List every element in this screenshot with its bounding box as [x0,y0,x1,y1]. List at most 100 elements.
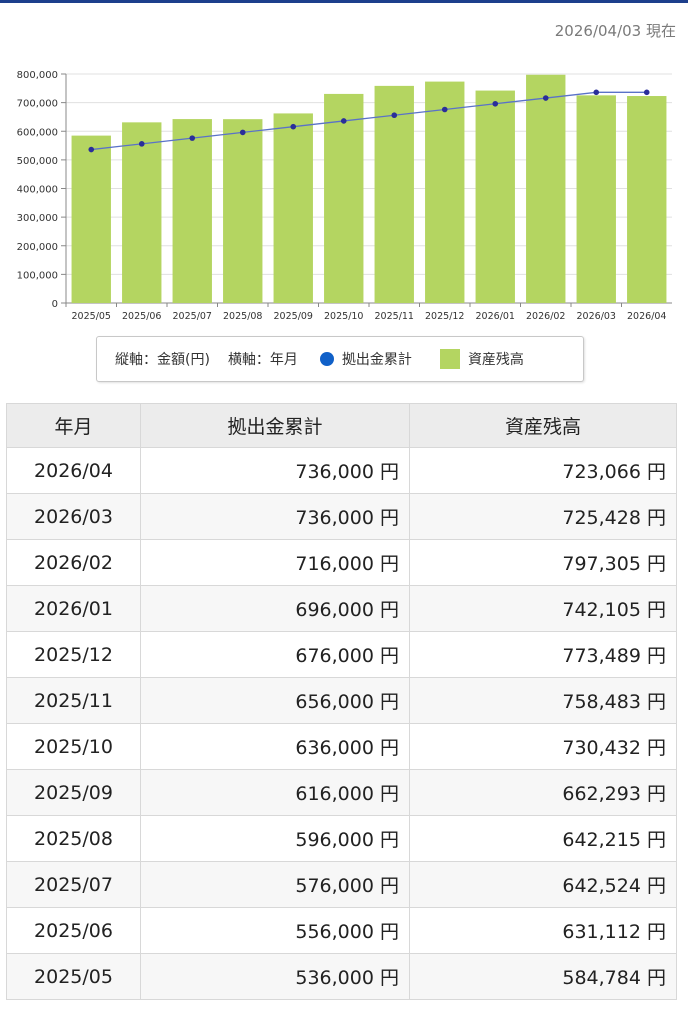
bar-balance [172,119,212,303]
as-of-date: 2026/04/03 現在 [554,22,676,40]
point-contribution [492,100,499,107]
cell-balance: 725,428 円 [409,493,677,540]
legend-y-axis-note: 縦軸：金額(円) [115,352,210,368]
bar-balance [324,93,364,303]
table-row: 2025/10 636,000 円 730,432 円 [6,723,677,770]
y-tick-label: 500,000 [17,156,58,167]
balance-chart: 0 100,000 200,000 300,000 400,000 500,000 600,… [17,70,672,322]
x-tick-label: 2025/11 [375,311,414,322]
table-row: 2026/02 716,000 円 797,305 円 [6,539,677,586]
cell-contribution: 736,000 円 [140,493,410,540]
chart-legend: 縦軸：金額(円) 横軸：年月 拠出金累計 資産残高 [96,336,584,382]
cell-contribution: 636,000 円 [140,723,410,770]
y-tick-label: 300,000 [17,213,58,224]
y-tick-label: 200,000 [17,242,58,253]
header-month: 年月 [6,403,141,448]
cell-contribution: 656,000 円 [140,677,410,724]
bar-balance [576,95,616,303]
cell-contribution: 696,000 円 [140,585,410,632]
cell-balance: 642,524 円 [409,861,677,908]
x-tick-label: 2025/07 [173,311,212,322]
x-tick-label: 2026/02 [526,311,565,322]
table-row: 2025/08 596,000 円 642,215 円 [6,815,677,862]
cell-balance: 642,215 円 [409,815,677,862]
cell-balance: 773,489 円 [409,631,677,678]
y-tick-label: 800,000 [17,70,58,81]
cell-contribution: 536,000 円 [140,953,410,1000]
x-tick-label: 2025/10 [324,311,363,322]
x-tick-label: 2025/12 [425,311,464,322]
cell-month: 2025/08 [6,815,141,862]
line-contribution [91,91,647,151]
cell-contribution: 736,000 円 [140,447,410,494]
table-row: 2025/12 676,000 円 773,489 円 [6,631,677,678]
cell-balance: 758,483 円 [409,677,677,724]
bar-balance [223,119,263,303]
cell-month: 2026/01 [6,585,141,632]
cell-month: 2025/12 [6,631,141,678]
bar-balance [273,113,313,303]
x-tick-label: 2026/01 [476,311,515,322]
cell-month: 2026/04 [6,447,141,494]
table-row: 2025/09 616,000 円 662,293 円 [6,769,677,816]
point-contribution [239,129,246,136]
x-tick-label: 2026/04 [627,311,666,322]
cell-contribution: 556,000 円 [140,907,410,954]
header-balance: 資産残高 [409,403,677,448]
top-accent-line [0,0,688,3]
bar-balance [627,96,667,303]
table-row: 2026/03 736,000 円 725,428 円 [6,493,677,540]
cell-month: 2026/03 [6,493,141,540]
x-tick-label: 2025/08 [223,311,262,322]
cell-contribution: 676,000 円 [140,631,410,678]
table-row: 2025/07 576,000 円 642,524 円 [6,861,677,908]
legend-bar-marker [439,349,460,369]
cell-month: 2025/06 [6,907,141,954]
point-contribution [290,123,297,130]
cell-contribution: 716,000 円 [140,539,410,586]
cell-month: 2026/02 [6,539,141,586]
cell-balance: 631,112 円 [409,907,677,954]
cell-balance: 723,066 円 [409,447,677,494]
point-contribution [643,89,650,96]
cell-contribution: 616,000 円 [140,769,410,816]
table-row: 2025/11 656,000 円 758,483 円 [6,677,677,724]
point-contribution [542,95,549,101]
cell-balance: 662,293 円 [409,769,677,816]
legend-line-marker [319,352,334,366]
point-contribution [138,141,145,147]
header-contribution: 拠出金累計 [140,403,410,448]
table-row: 2025/06 556,000 円 631,112 円 [6,907,677,954]
table-header-row: 年月 拠出金累計 資産残高 [6,403,677,448]
bar-balance [425,81,465,303]
bar-balance [475,90,515,303]
bar-balance [122,122,162,303]
cell-month: 2025/10 [6,723,141,770]
cell-contribution: 596,000 円 [140,815,410,862]
x-tick-label: 2026/03 [577,311,616,322]
y-tick-label: 700,000 [17,99,58,110]
table-row: 2026/01 696,000 円 742,105 円 [6,585,677,632]
legend-line-label: 拠出金累計 [341,352,412,368]
y-tick-label: 400,000 [17,185,58,196]
cell-month: 2025/11 [6,677,141,724]
cell-balance: 584,784 円 [409,953,677,1000]
legend-bar-label: 資産残高 [467,352,524,368]
point-contribution [593,89,600,96]
cell-contribution: 576,000 円 [140,861,410,908]
y-tick-label: 100,000 [17,270,58,281]
legend-x-axis-note: 横軸：年月 [227,352,298,368]
x-tick-label: 2025/06 [122,311,161,322]
point-contribution [391,112,398,119]
point-contribution [441,106,448,113]
table-row: 2026/04 736,000 円 723,066 円 [6,447,677,494]
cell-balance: 797,305 円 [409,539,677,586]
y-tick-label: 0 [52,299,58,310]
table-row: 2025/05 536,000 円 584,784 円 [6,953,677,1000]
cell-month: 2025/09 [6,769,141,816]
x-tick-label: 2025/09 [274,311,313,322]
x-tick-label: 2025/05 [72,311,111,322]
bar-balance [71,135,111,303]
bar-balance [374,85,414,303]
